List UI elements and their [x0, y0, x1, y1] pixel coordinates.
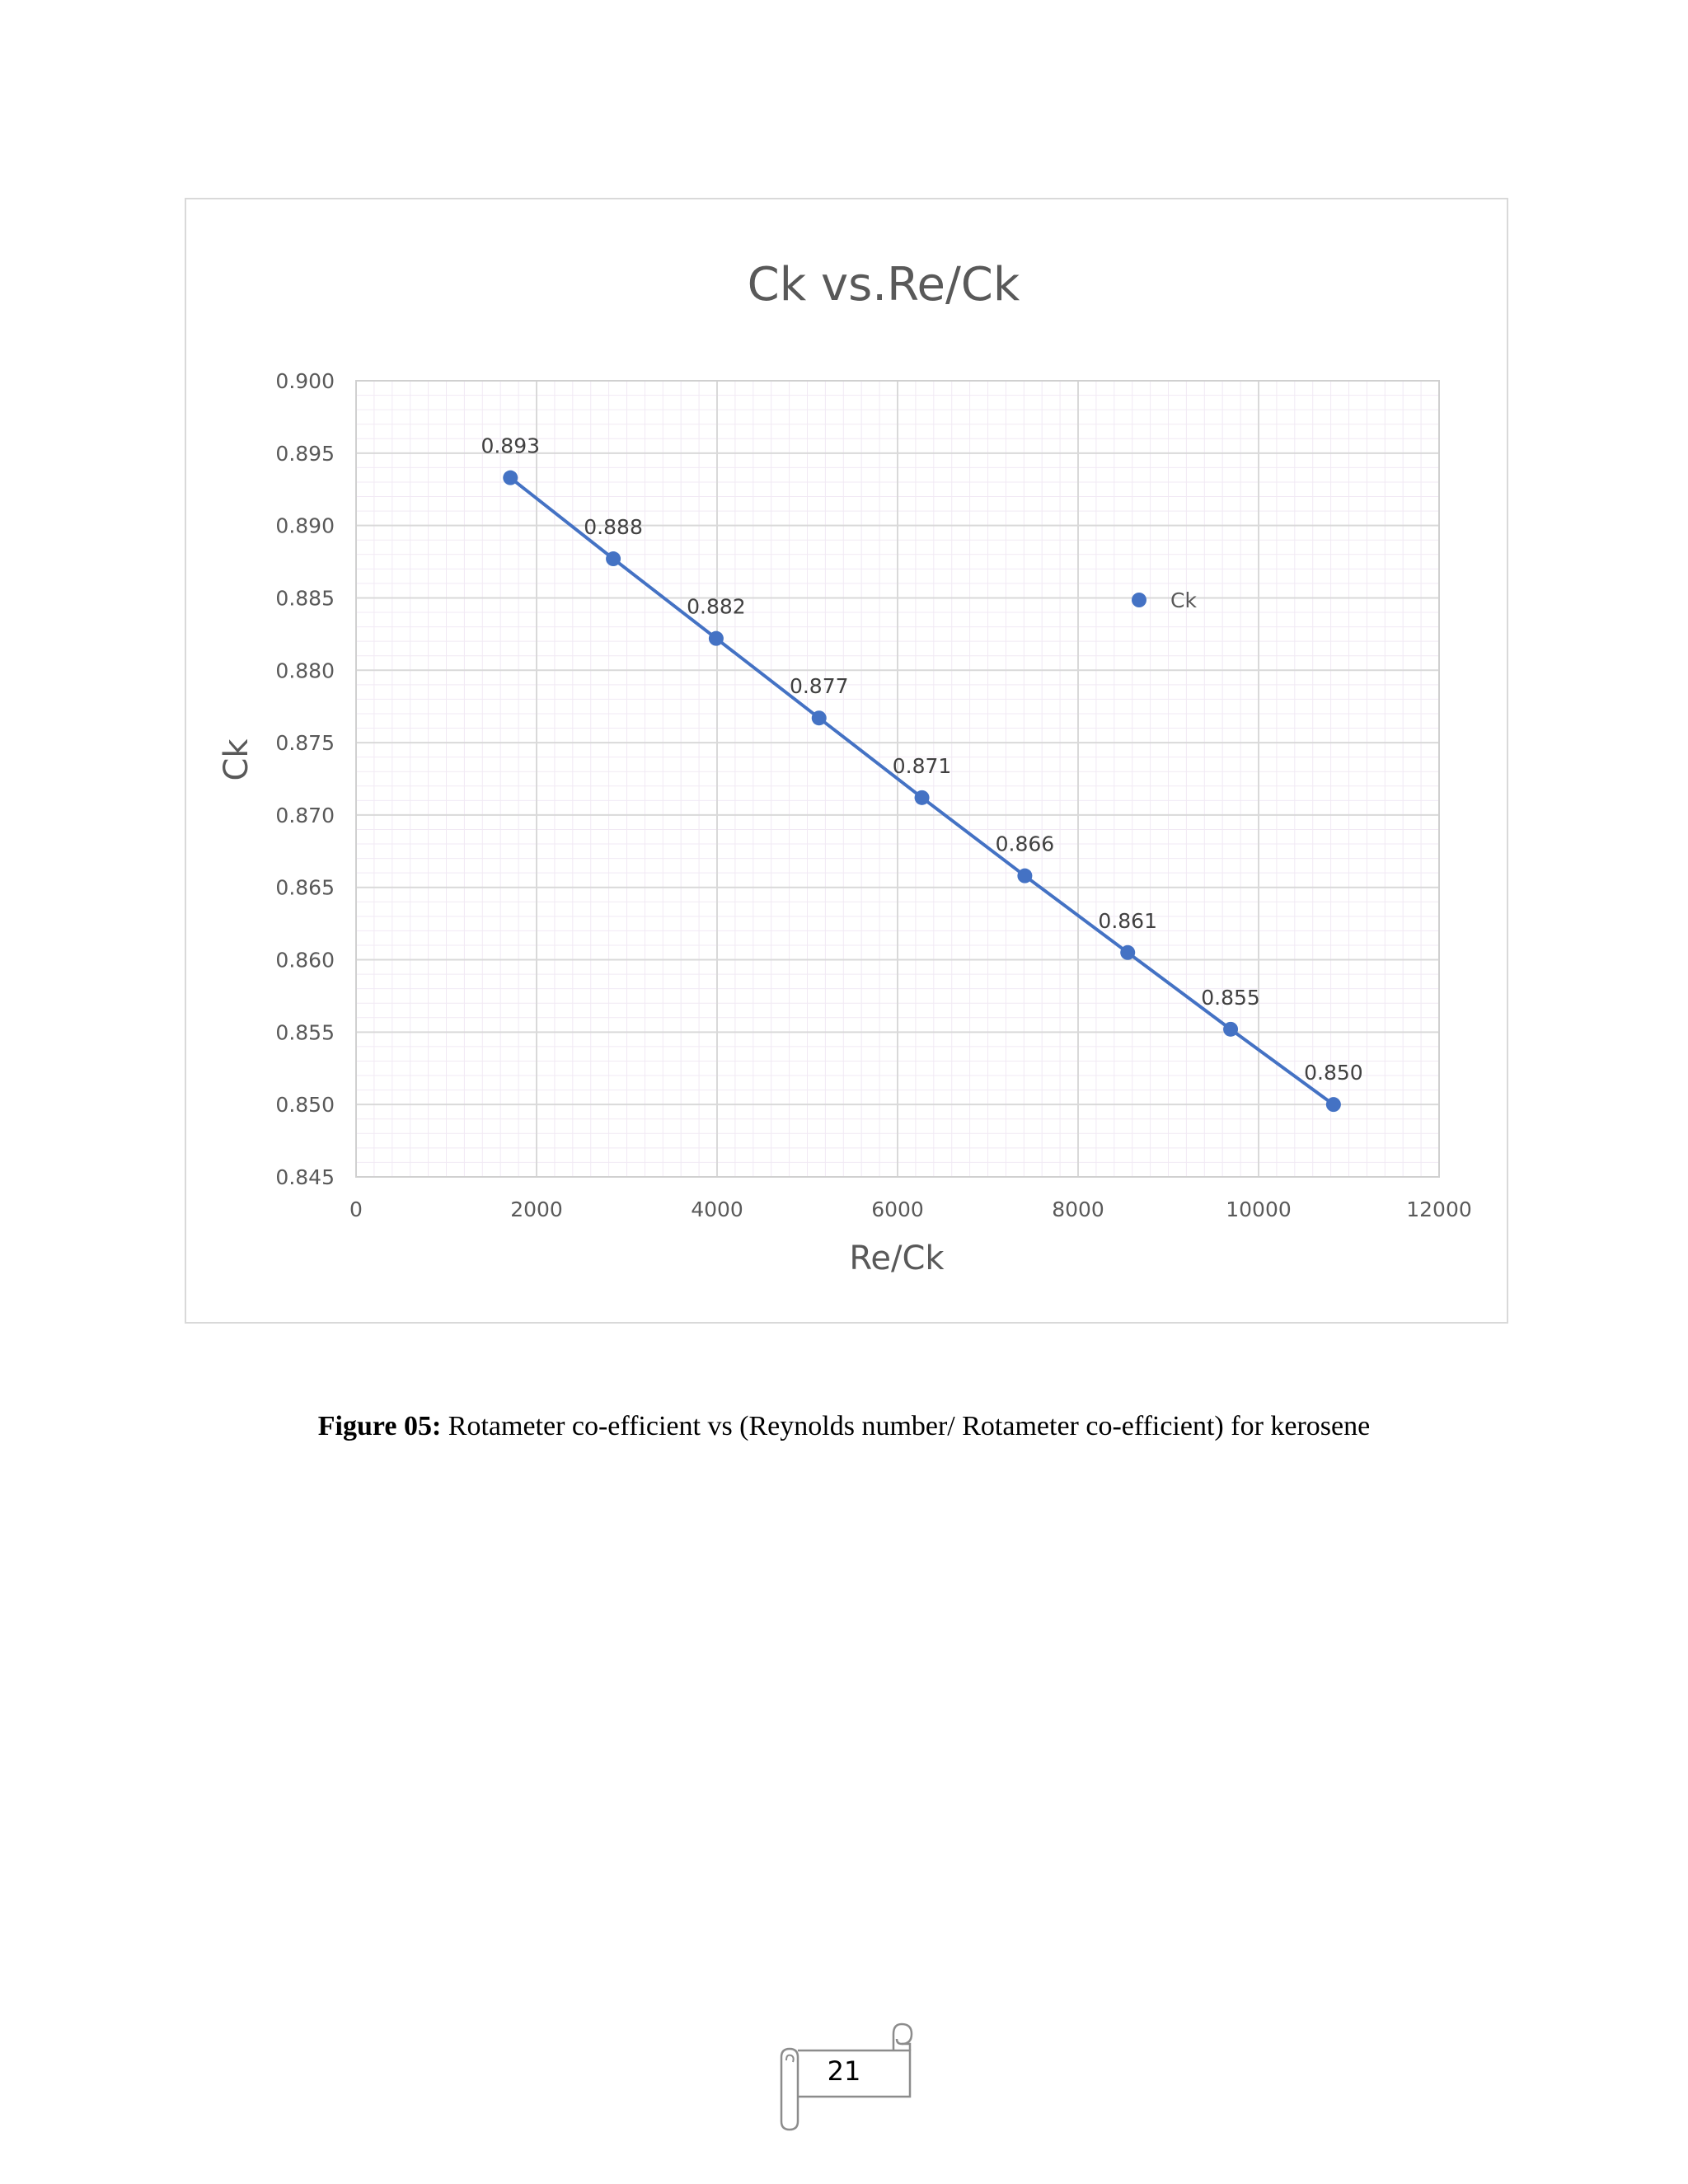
data-points [503, 470, 1341, 1113]
data-point [708, 630, 724, 646]
data-point [811, 710, 827, 726]
chart-frame [185, 198, 1508, 1324]
x-tick-label: 10000 [1226, 1197, 1292, 1221]
x-tick-label: 0 [349, 1197, 363, 1221]
legend-label-ck: Ck [1170, 588, 1197, 612]
chart-title: Ck vs.Re/Ck [748, 258, 1020, 312]
figure-caption-text: Rotameter co-efficient vs (Reynolds numb… [441, 1411, 1371, 1441]
data-point [606, 551, 621, 567]
y-tick-label: 0.850 [275, 1093, 335, 1117]
y-tick-label: 0.880 [275, 658, 335, 682]
x-axis-title: Re/Ck [849, 1240, 945, 1277]
data-label: 0.893 [481, 434, 540, 458]
data-point [503, 470, 518, 485]
figure-caption: Figure 05: Rotameter co-efficient vs (Re… [0, 1411, 1688, 1442]
y-axis-tick-labels: 0.845 0.850 0.855 0.860 0.865 0.870 0.875 0.880… [275, 369, 335, 1189]
data-label: 0.866 [996, 832, 1055, 856]
x-tick-label: 2000 [510, 1197, 563, 1221]
x-tick-label: 8000 [1052, 1197, 1104, 1221]
data-point [1017, 868, 1033, 883]
y-tick-label: 0.885 [275, 586, 335, 610]
y-tick-label: 0.870 [275, 804, 335, 827]
data-label: 0.877 [790, 674, 849, 698]
data-label: 0.855 [1201, 986, 1260, 1010]
page-number: 21 [827, 2055, 861, 2087]
y-tick-label: 0.865 [275, 876, 335, 900]
data-label: 0.861 [1098, 909, 1157, 933]
data-point [1120, 944, 1136, 960]
y-tick-label: 0.890 [275, 514, 335, 538]
x-tick-label: 4000 [691, 1197, 743, 1221]
y-tick-label: 0.875 [275, 731, 335, 755]
plot-area-border [355, 380, 1440, 1178]
y-tick-label: 0.855 [275, 1020, 335, 1044]
data-label: 0.850 [1304, 1061, 1363, 1085]
data-point [914, 790, 930, 805]
data-labels: 0.893 0.888 0.882 0.877 0.871 0.866 0.861 0.855… [481, 434, 1362, 1085]
data-label: 0.882 [687, 595, 746, 619]
y-axis-title: Ck [218, 738, 256, 781]
page-scroll-icon [780, 2022, 913, 2131]
y-tick-label: 0.900 [275, 369, 335, 393]
x-axis-tick-labels: 0 2000 4000 6000 8000 10000 12000 [349, 1197, 1472, 1221]
data-point [1325, 1097, 1341, 1113]
data-label: 0.871 [893, 754, 952, 778]
y-tick-label: 0.860 [275, 949, 335, 972]
y-tick-label: 0.895 [275, 442, 335, 466]
legend-marker-ck [1132, 593, 1146, 607]
x-tick-label: 6000 [871, 1197, 924, 1221]
y-tick-label: 0.845 [275, 1165, 335, 1189]
legend: Ck [1132, 588, 1197, 612]
x-tick-label: 12000 [1406, 1197, 1472, 1221]
data-label: 0.888 [584, 515, 643, 539]
data-point [1223, 1021, 1239, 1037]
figure-caption-label: Figure 05: [317, 1411, 442, 1441]
